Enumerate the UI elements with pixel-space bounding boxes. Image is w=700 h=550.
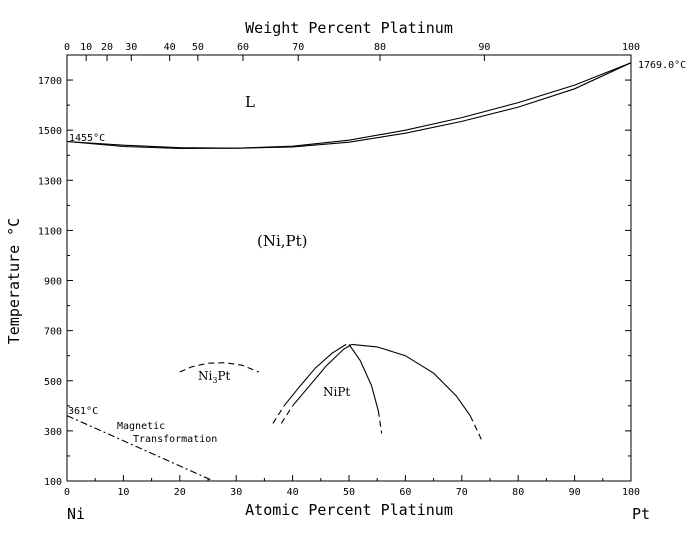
bottom-tick-label: 60 [399, 487, 411, 498]
nipt-outer-left-tail-curve [272, 405, 285, 424]
nipt-outer-right-tail-curve [469, 415, 482, 440]
liquidus-curve [66, 62, 632, 149]
y-tick-label: 1300 [38, 176, 62, 187]
axis-ticks: 0 10 20 30 40 50 60 70 80 90 100100300500700900110… [38, 42, 640, 498]
bottom-tick-label: 0 [64, 487, 70, 498]
magnetic-curve [66, 415, 214, 482]
bottom-tick-label: 30 [230, 487, 242, 498]
bottom-tick-label: 40 [287, 487, 299, 498]
nipt-inner-left-curve [292, 343, 353, 407]
phase-boundaries [66, 62, 632, 482]
bottom-axis-title: Atomic Percent Platinum [245, 501, 453, 519]
y-tick-label: 1700 [38, 76, 62, 87]
label-curie: 361°C [68, 406, 98, 417]
top-tick-label: 0 [64, 42, 70, 53]
label-nipt: NiPt [323, 385, 350, 399]
bottom-tick-label: 70 [456, 487, 468, 498]
label-ni-melting: 1455°C [69, 133, 105, 144]
top-tick-label: 100 [622, 42, 640, 53]
top-tick-label: 90 [478, 42, 490, 53]
bottom-tick-label: 90 [569, 487, 581, 498]
top-tick-label: 70 [292, 42, 304, 53]
element-left-label: Ni [67, 505, 85, 523]
top-tick-label: 30 [125, 42, 137, 53]
y-tick-label: 100 [44, 477, 62, 488]
nipt-inner-right-tail-curve [377, 410, 383, 434]
bottom-tick-label: 10 [117, 487, 129, 498]
top-tick-label: 10 [80, 42, 92, 53]
y-tick-label: 300 [44, 427, 62, 438]
y-tick-label: 900 [44, 277, 62, 288]
top-axis-title: Weight Percent Platinum [245, 19, 453, 37]
label-pt-melting: 1769.0°C [638, 60, 686, 71]
y-tick-label: 500 [44, 377, 62, 388]
bottom-tick-label: 50 [343, 487, 355, 498]
y-tick-label: 700 [44, 327, 62, 338]
top-tick-label: 80 [374, 42, 386, 53]
label-solid-solution: (Ni,Pt) [257, 232, 308, 250]
ni3pt-dome-curve [179, 362, 260, 373]
solidus-curve [66, 62, 632, 150]
bottom-tick-label: 100 [622, 487, 640, 498]
label-ni3pt: Ni3Pt [198, 369, 231, 385]
top-tick-label: 50 [192, 42, 204, 53]
top-tick-label: 60 [237, 42, 249, 53]
nipt-inner-left-tail-curve [280, 405, 294, 424]
plot-frame [66, 54, 632, 482]
y-tick-label: 1500 [38, 126, 62, 137]
nipt-inner-right-curve [348, 344, 379, 411]
bottom-tick-label: 80 [512, 487, 524, 498]
label-magnetic-line1: Magnetic [117, 421, 165, 432]
bottom-tick-label: 20 [174, 487, 186, 498]
y-tick-label: 1100 [38, 226, 62, 237]
nipt-outer-right-curve [351, 343, 471, 417]
label-liquid: L [245, 93, 255, 111]
nipt-outer-left-curve [283, 343, 347, 407]
label-magnetic-line2: Transformation [133, 434, 217, 445]
top-tick-label: 40 [164, 42, 176, 53]
element-right-label: Pt [632, 505, 650, 523]
top-tick-label: 20 [101, 42, 113, 53]
y-axis-title: Temperature °C [5, 218, 23, 344]
